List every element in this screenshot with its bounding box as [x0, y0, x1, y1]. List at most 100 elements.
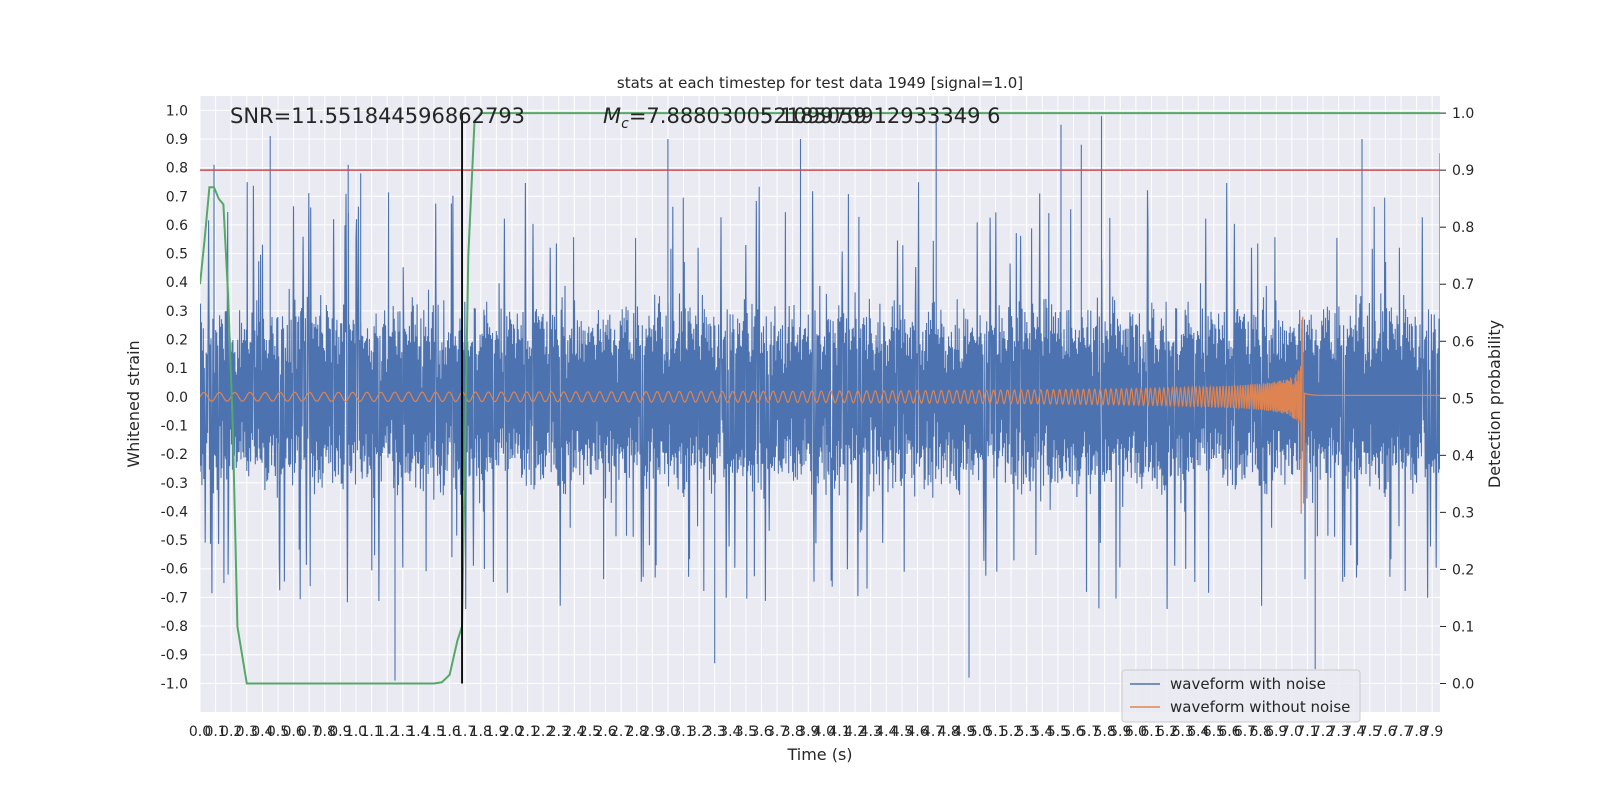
x-tick-label: 5.3 [1016, 724, 1038, 740]
x-tick-label: 3.8 [782, 724, 804, 740]
mc-overlap-annotation: 5.109970912933349 6 [760, 104, 1001, 128]
y-tick-label: 0.4 [166, 275, 188, 291]
x-tick-label: 4.5 [891, 724, 913, 740]
x-tick-label: 4.3 [860, 724, 882, 740]
y2-tick-label: 0.5 [1452, 391, 1474, 407]
x-tick-label: 6.0 [1125, 724, 1147, 740]
x-tick-label: 7.2 [1312, 724, 1334, 740]
x-tick-label: 0.1 [204, 724, 226, 740]
x-tick-label: 4.4 [875, 724, 897, 740]
y-tick-label: -0.4 [161, 504, 188, 520]
y2-tick-label: 0.4 [1452, 448, 1474, 464]
x-tick-label: 0.8 [314, 724, 336, 740]
x-tick-label: 7.4 [1343, 724, 1365, 740]
x-tick-label: 6.1 [1140, 724, 1162, 740]
y-tick-label: 0.6 [166, 218, 188, 234]
x-tick-label: 1.7 [454, 724, 476, 740]
x-tick-label: 1.8 [470, 724, 492, 740]
y-tick-label: -0.8 [161, 619, 188, 635]
y2-axis-label: Detection probability [1485, 320, 1504, 488]
x-tick-label: 2.2 [532, 724, 554, 740]
x-tick-label: 2.6 [594, 724, 616, 740]
x-tick-label: 1.9 [485, 724, 507, 740]
x-tick-label: 0.2 [220, 724, 242, 740]
y-tick-label: 1.0 [166, 103, 188, 119]
x-tick-label: 2.1 [516, 724, 538, 740]
x-tick-label: 3.1 [672, 724, 694, 740]
x-tick-label: 3.5 [735, 724, 757, 740]
x-tick-label: 2.0 [501, 724, 523, 740]
y2-tick-label: 1.0 [1452, 106, 1474, 122]
x-tick-label: 6.4 [1187, 724, 1209, 740]
y-tick-label: -0.2 [161, 447, 188, 463]
x-tick-label: 1.0 [345, 724, 367, 740]
x-tick-label: 4.0 [813, 724, 835, 740]
y-tick-label: -0.1 [161, 418, 188, 434]
x-tick-label: 7.7 [1390, 724, 1412, 740]
y-tick-label: 0.3 [166, 304, 188, 320]
x-tick-label: 3.3 [704, 724, 726, 740]
x-tick-label: 4.2 [844, 724, 866, 740]
x-tick-label: 5.0 [969, 724, 991, 740]
y-tick-label: -0.9 [161, 648, 188, 664]
x-tick-label: 7.3 [1327, 724, 1349, 740]
x-tick-label: 6.3 [1172, 724, 1194, 740]
x-tick-label: 2.7 [610, 724, 632, 740]
x-tick-label: 1.4 [407, 724, 429, 740]
x-tick-label: 2.3 [548, 724, 570, 740]
x-tick-label: 0.9 [329, 724, 351, 740]
x-tick-label: 7.9 [1421, 724, 1443, 740]
y2-tick-label: 0.1 [1452, 619, 1474, 635]
x-tick-label: 5.9 [1109, 724, 1131, 740]
x-tick-label: 3.0 [657, 724, 679, 740]
y-tick-label: 0.0 [166, 390, 188, 406]
chart-title: stats at each timestep for test data 194… [617, 74, 1023, 92]
y2-tick-label: 0.8 [1452, 220, 1474, 236]
y2-tick-label: 0.2 [1452, 562, 1474, 578]
x-tick-label: 3.4 [719, 724, 741, 740]
x-tick-label: 1.3 [392, 724, 414, 740]
x-tick-label: 5.7 [1078, 724, 1100, 740]
x-tick-label: 0.0 [189, 724, 211, 740]
x-tick-label: 6.5 [1203, 724, 1225, 740]
y-tick-label: 0.2 [166, 333, 188, 349]
mc-annotation: Mc=7.888030052185059 [603, 104, 867, 132]
snr-annotation: SNR=11.551844596862793 [230, 104, 525, 128]
y-tick-label: -0.6 [161, 562, 188, 578]
y-tick-label: -0.7 [161, 590, 188, 606]
y-tick-label: 0.5 [166, 247, 188, 263]
x-tick-label: 0.4 [251, 724, 273, 740]
x-tick-label: 0.3 [236, 724, 258, 740]
plot-area [200, 112, 1440, 685]
series-detection-probability [200, 112, 1440, 685]
x-tick-label: 5.8 [1094, 724, 1116, 740]
x-tick-label: 7.1 [1296, 724, 1318, 740]
series-waveform-with-noise [200, 116, 1440, 681]
x-tick-label: 1.6 [438, 724, 460, 740]
x-tick-label: 4.7 [922, 724, 944, 740]
x-tick-label: 3.9 [797, 724, 819, 740]
x-tick-label: 5.6 [1062, 724, 1084, 740]
x-axis-label: Time (s) [786, 745, 852, 764]
y-axis-label: Whitened strain [124, 340, 143, 467]
x-tick-label: 7.0 [1281, 724, 1303, 740]
x-tick-label: 1.1 [360, 724, 382, 740]
x-tick-label: 1.5 [423, 724, 445, 740]
x-tick-label: 2.4 [563, 724, 585, 740]
legend: waveform with noise waveform without noi… [1121, 669, 1361, 723]
x-tick-label: 6.7 [1234, 724, 1256, 740]
x-tick-label: 2.8 [626, 724, 648, 740]
y-tick-label: -1.0 [161, 676, 188, 692]
x-tick-label: 3.6 [750, 724, 772, 740]
y-tick-label: 0.9 [166, 132, 188, 148]
x-tick-label: 4.1 [828, 724, 850, 740]
x-tick-label: 4.8 [938, 724, 960, 740]
y2-tick-label: 0.0 [1452, 676, 1474, 692]
x-tick-label: 0.6 [282, 724, 304, 740]
x-tick-label: 0.5 [267, 724, 289, 740]
x-tick-label: 3.2 [688, 724, 710, 740]
x-tick-label: 2.9 [641, 724, 663, 740]
y-tick-label: -0.5 [161, 533, 188, 549]
y-tick-label: 0.7 [166, 189, 188, 205]
